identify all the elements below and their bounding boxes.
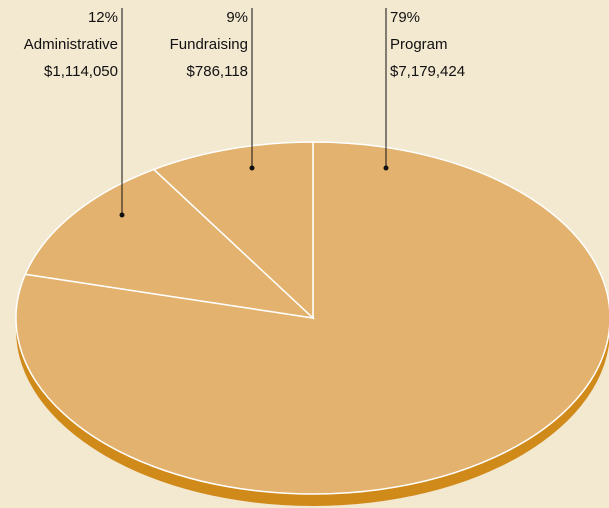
category-label: Administrative [24,36,118,53]
pie-slice [24,168,316,320]
amount-label: $7,179,424 [390,63,465,80]
leader-dot [249,165,255,171]
percent-label: 12% [88,9,118,26]
leader-dot [383,165,389,171]
pie-slice [152,141,314,320]
category-label: Fundraising [170,36,248,53]
leader-dot [119,212,125,218]
percent-label: 9% [226,9,248,26]
percent-label: 79% [390,9,420,26]
amount-label: $1,114,050 [44,63,118,80]
category-label: Program [390,36,448,53]
amount-label: $786,118 [187,63,248,80]
